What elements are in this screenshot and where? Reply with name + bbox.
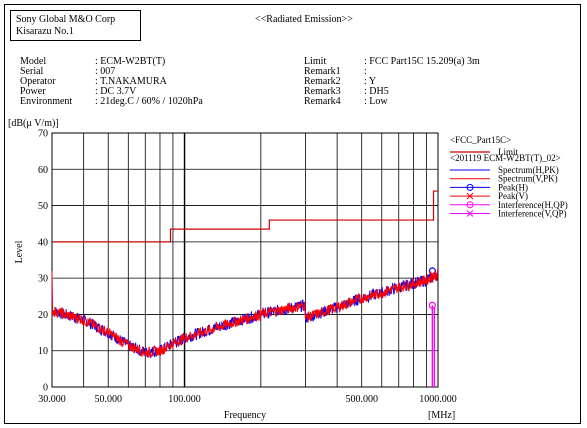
spectrum-h-line xyxy=(51,269,439,359)
legend-peak-v-label: Peak(V) xyxy=(498,191,528,201)
x-tick-label: 30.000 xyxy=(38,394,66,405)
y-tick-label: 70 xyxy=(38,129,48,140)
legend-peak-v-marker xyxy=(466,192,474,200)
x-tick-label: 50.000 xyxy=(94,394,122,405)
info-value-remark1: : xyxy=(364,66,367,77)
legend-spectrum-v-label: Spectrum(V,PK) xyxy=(498,174,558,184)
legend-interference-h-marker xyxy=(466,201,474,209)
info-value-remark3: : DH5 xyxy=(364,86,389,97)
legend-peak-h-marker xyxy=(466,183,474,191)
info-value-environment: : 21deg.C / 60% / 1020hPa xyxy=(95,96,203,107)
y-axis-label: Level xyxy=(14,240,25,263)
x-axis-unit: [MHz] xyxy=(428,410,455,421)
legend-limit-label: Limit xyxy=(498,147,518,157)
x-tick-label: 500.000 xyxy=(345,394,378,405)
plot-area xyxy=(51,132,439,388)
info-label-limit: Limit xyxy=(304,56,327,67)
x-tick-label: 1000.000 xyxy=(419,394,457,405)
y-tick-label: 40 xyxy=(38,237,48,248)
company-name: Sony Global M&O Corp xyxy=(16,14,116,25)
info-value-remark2: : Y xyxy=(364,76,377,87)
info-value-operator: : T.NAKAMURA xyxy=(95,76,167,87)
y-tick-label: 50 xyxy=(38,201,48,212)
report-frame xyxy=(4,4,581,424)
legend-interference-v-label: Interference(V,QP) xyxy=(498,209,567,219)
spectrum-v-line xyxy=(51,269,439,359)
test-title: <<Radiated Emission>> xyxy=(255,14,353,25)
lab-header-box xyxy=(10,10,141,41)
legend-group-run: <201119 ECM-W2BT(T)_02> xyxy=(450,153,561,163)
y-tick-label: 20 xyxy=(38,310,48,321)
info-label-model: Model xyxy=(20,56,47,67)
x-axis-label: Frequency xyxy=(224,410,266,421)
info-label-remark2: Remark2 xyxy=(304,76,341,87)
limit-line xyxy=(52,190,438,243)
x-tick-label: 100.000 xyxy=(168,394,201,405)
legend-spectrum-h-label: Spectrum(H,PK) xyxy=(498,165,559,175)
y-tick-label: 30 xyxy=(38,274,48,285)
info-label-environment: Environment xyxy=(20,96,73,107)
legend-interference-h-label: Interference(H,QP) xyxy=(498,200,568,210)
info-label-power: Power xyxy=(20,86,46,97)
info-value-model: : ECM-W2BT(T) xyxy=(95,56,166,67)
info-value-power: : DC 3.7V xyxy=(95,86,137,97)
info-label-remark4: Remark4 xyxy=(304,96,341,107)
site-name: Kisarazu No.1 xyxy=(16,26,74,37)
interference-h-marker xyxy=(428,301,436,309)
legend-group-fcc: <FCC_Part15C> xyxy=(450,135,511,145)
info-value-serial: : 007 xyxy=(95,66,116,77)
info-value-remark4: : Low xyxy=(364,96,388,107)
peak-v-marker xyxy=(428,271,436,278)
y-tick-label: 10 xyxy=(38,346,48,357)
info-label-remark1: Remark1 xyxy=(304,66,341,77)
legend-interference-v-marker xyxy=(466,210,474,217)
info-label-operator: Operator xyxy=(20,76,56,87)
y-tick-label: 0 xyxy=(43,383,48,394)
info-label-serial: Serial xyxy=(20,66,44,77)
legend-peak-h-label: Peak(H) xyxy=(498,182,528,192)
info-label-remark3: Remark3 xyxy=(304,86,341,97)
y-tick-label: 60 xyxy=(38,165,48,176)
info-value-limit: : FCC Part15C 15.209(a) 3m xyxy=(364,56,480,67)
y-axis-unit: [dB(μ V/m)] xyxy=(8,118,59,129)
